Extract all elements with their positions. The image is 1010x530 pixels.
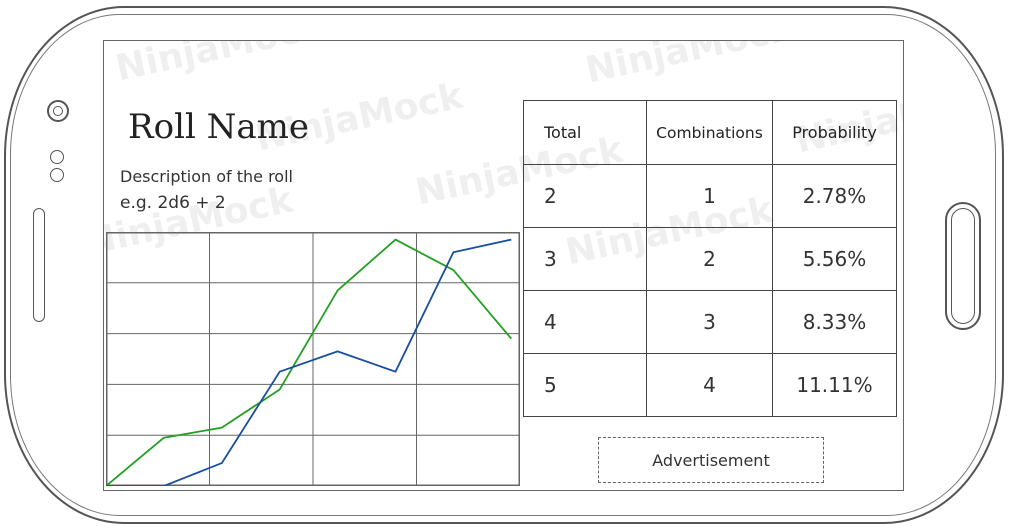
probability-chart (106, 232, 520, 486)
page-title: Roll Name (128, 107, 310, 147)
cell-combinations: 1 (646, 164, 773, 228)
header-total: Total (523, 100, 647, 165)
cell-probability: 5.56% (772, 227, 897, 291)
chart-series-green-line (106, 238, 512, 486)
roll-example: e.g. 2d6 + 2 (120, 193, 226, 213)
cell-probability: 8.33% (772, 290, 897, 354)
camera-icon (47, 100, 69, 122)
header-combinations: Combinations (646, 100, 773, 165)
header-probability: Probability (772, 100, 897, 165)
cell-probability: 11.11% (772, 353, 897, 417)
cell-total: 5 (523, 353, 647, 417)
cell-total: 2 (523, 164, 647, 228)
cell-combinations: 3 (646, 290, 773, 354)
sensor-icon (50, 150, 64, 164)
device-screen: NinjaMock NinjaMock NinjaMock NinjaMock … (103, 40, 904, 491)
advertisement-banner[interactable]: Advertisement (598, 437, 824, 483)
cell-total: 4 (523, 290, 647, 354)
table-row: 4 3 8.33% (523, 290, 897, 354)
table-row: 2 1 2.78% (523, 164, 897, 228)
cell-combinations: 2 (646, 227, 773, 291)
watermark: NinjaMock (582, 40, 797, 92)
probability-table: Total Combinations Probability 2 1 2.78%… (523, 100, 897, 417)
chart-series-blue-line (106, 238, 512, 486)
table-header-row: Total Combinations Probability (523, 100, 897, 165)
table-row: 5 4 11.11% (523, 353, 897, 417)
roll-description: Description of the roll (120, 167, 293, 186)
cell-probability: 2.78% (772, 164, 897, 228)
cell-combinations: 4 (646, 353, 773, 417)
phone-frame-inner (10, 14, 996, 516)
watermark: NinjaMock (112, 40, 327, 90)
side-button[interactable] (33, 208, 45, 322)
cell-total: 3 (523, 227, 647, 291)
sensor-icon (50, 168, 64, 182)
phone-frame-outer (4, 6, 1004, 524)
table-row: 3 2 5.56% (523, 227, 897, 291)
home-button[interactable] (945, 202, 981, 330)
